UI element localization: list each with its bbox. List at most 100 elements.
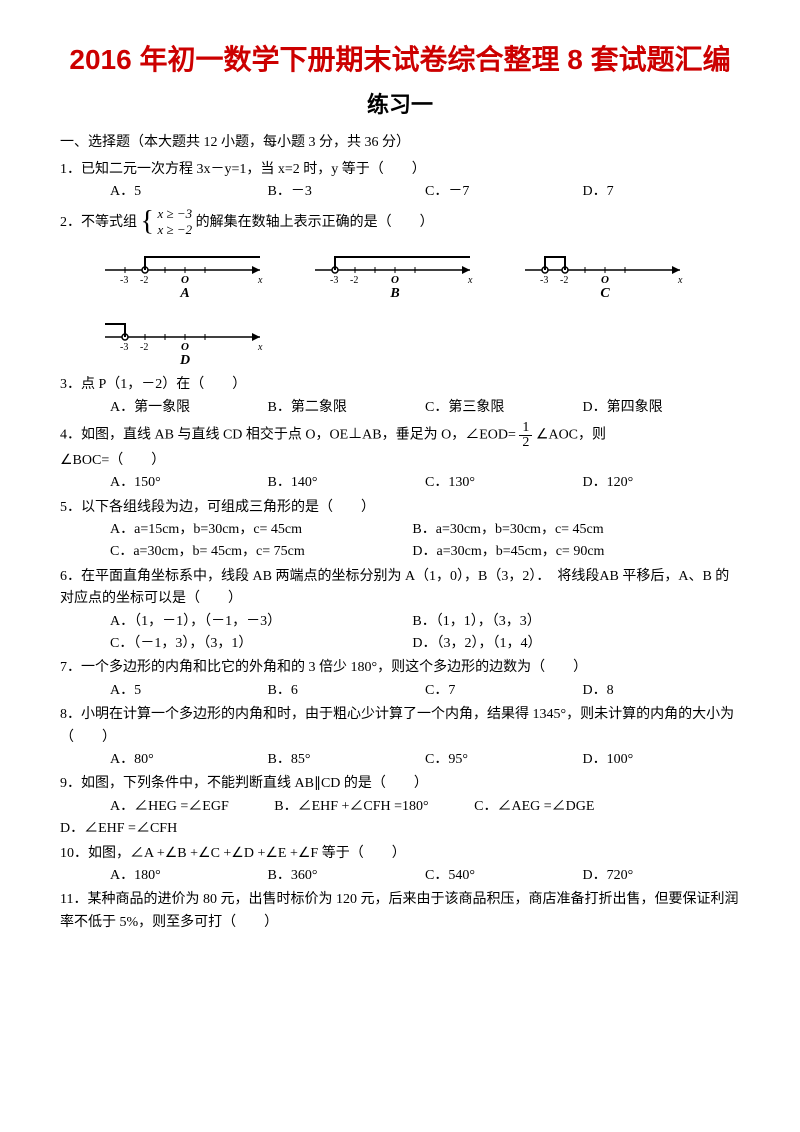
q4-options: A．150° B．140° C．130° D．120° [60, 472, 740, 494]
q10-opt-d: D．720° [583, 865, 741, 887]
q5-options: A．a=15cm，b=30cm，c= 45cm B．a=30cm，b=30cm，… [60, 519, 740, 564]
q1-text: 1．已知二元一次方程 3x－y=1，当 x=2 时，y 等于（ ） [60, 159, 740, 181]
main-title: 2016 年初一数学下册期末试卷综合整理 8 套试题汇编 [60, 40, 740, 79]
fraction-icon: 1 2 [519, 421, 532, 450]
q2-prefix: 2．不等式组 [60, 215, 137, 230]
numberline-c: -3 -2 O x C [520, 245, 690, 305]
q7-options: A．5 B．6 C．7 D．8 [60, 680, 740, 702]
q7-opt-a: A．5 [110, 680, 268, 702]
q6-text: 6．在平面直角坐标系中，线段 AB 两端点的坐标分别为 A（1，0），B（3，2… [60, 566, 740, 611]
q8-options: A．80° B．85° C．95° D．100° [60, 749, 740, 771]
q3-options: A．第一象限 B．第二象限 C．第三象限 D．第四象限 [60, 397, 740, 419]
q8-opt-b: B．85° [268, 749, 426, 771]
q9-opt-d: D．∠EHF =∠CFH [60, 818, 740, 840]
section-heading: 一、选择题（本大题共 12 小题，每小题 3 分，共 36 分） [60, 132, 740, 154]
label-c: C [520, 283, 690, 305]
q7-opt-b: B．6 [268, 680, 426, 702]
q10-opt-a: A．180° [110, 865, 268, 887]
q3-opt-d: D．第四象限 [583, 397, 741, 419]
svg-text:O: O [181, 341, 189, 352]
q4-opt-a: A．150° [110, 472, 268, 494]
q5-opt-d: D．a=30cm，b=45cm，c= 90cm [412, 541, 714, 563]
frac-den: 2 [519, 436, 532, 450]
numberline-d: -3 -2 O x D [100, 312, 270, 372]
q5-opt-c: C．a=30cm，b= 45cm，c= 75cm [110, 541, 412, 563]
question-9: 9．如图，下列条件中，不能判断直线 AB∥CD 的是（ ） A．∠HEG =∠E… [60, 773, 740, 840]
q5-opt-a: A．a=15cm，b=30cm，c= 45cm [110, 519, 412, 541]
question-5: 5．以下各组线段为边，可组成三角形的是（ ） A．a=15cm，b=30cm，c… [60, 497, 740, 564]
q10-opt-c: C．540° [425, 865, 583, 887]
q8-opt-c: C．95° [425, 749, 583, 771]
q3-opt-a: A．第一象限 [110, 397, 268, 419]
q2-system: x ≥ −3 x ≥ −2 [157, 206, 192, 240]
q1-opt-b: B．－3 [268, 181, 426, 203]
label-b: B [310, 283, 480, 305]
q9-text: 9．如图，下列条件中，不能判断直线 AB∥CD 的是（ ） [60, 773, 740, 795]
q10-text: 10．如图，∠A +∠B +∠C +∠D +∠E +∠F 等于（ ） [60, 843, 740, 865]
q5-opt-b: B．a=30cm，b=30cm，c= 45cm [412, 519, 714, 541]
q5-text: 5．以下各组线段为边，可组成三角形的是（ ） [60, 497, 740, 519]
question-4: 4．如图，直线 AB 与直线 CD 相交于点 O，OE⊥AB，垂足为 O，∠EO… [60, 421, 740, 495]
q4-line2: ∠BOC=（ ） [60, 450, 740, 472]
svg-text:-3: -3 [120, 275, 128, 285]
question-1: 1．已知二元一次方程 3x－y=1，当 x=2 时，y 等于（ ） A．5 B．… [60, 159, 740, 204]
q2-numberlines-row2: -3 -2 O x D [100, 312, 740, 372]
q1-opt-c: C．－7 [425, 181, 583, 203]
q2-sys-line2: x ≥ −2 [157, 222, 192, 237]
svg-text:-2: -2 [350, 275, 358, 285]
svg-text:-3: -3 [330, 275, 338, 285]
svg-text:x: x [257, 342, 263, 352]
numberline-a: -3 -2 O x A [100, 245, 270, 305]
q1-opt-a: A．5 [110, 181, 268, 203]
svg-text:-2: -2 [140, 342, 148, 352]
svg-text:x: x [257, 275, 263, 285]
svg-text:-2: -2 [560, 275, 568, 285]
q4-opt-c: C．130° [425, 472, 583, 494]
q4-opt-b: B．140° [268, 472, 426, 494]
q1-opt-d: D．7 [583, 181, 741, 203]
q6-opt-a: A．（1，－1），（－1，－3） [110, 611, 412, 633]
q8-text: 8．小明在计算一个多边形的内角和时，由于粗心少计算了一个内角，结果得 1345°… [60, 704, 740, 749]
label-a: A [100, 283, 270, 305]
svg-text:x: x [467, 275, 473, 285]
svg-text:O: O [181, 274, 189, 285]
q3-opt-c: C．第三象限 [425, 397, 583, 419]
q9-opt-c: C．∠AEG =∠DGE [474, 799, 594, 814]
frac-num: 1 [519, 421, 532, 436]
q11-text: 11．某种商品的进价为 80 元，出售时标价为 120 元，后来由于该商品积压，… [60, 889, 740, 934]
svg-text:O: O [391, 274, 399, 285]
question-7: 7．一个多边形的内角和比它的外角和的 3 倍少 180°，则这个多边形的边数为（… [60, 657, 740, 702]
q6-opt-d: D．（3，2），（1，4） [412, 633, 714, 655]
label-d: D [100, 350, 270, 372]
q4-prefix: 4．如图，直线 AB 与直线 CD 相交于点 O，OE⊥AB，垂足为 O，∠EO… [60, 428, 516, 443]
q10-opt-b: B．360° [268, 865, 426, 887]
q8-opt-d: D．100° [583, 749, 741, 771]
q6-opt-b: B．（1，1），（3，3） [412, 611, 714, 633]
q2-suffix: 的解集在数轴上表示正确的是（ ） [196, 215, 434, 230]
q6-options: A．（1，－1），（－1，－3） B．（1，1），（3，3） C．（－1，3），… [60, 611, 740, 656]
question-2: 2．不等式组 { x ≥ −3 x ≥ −2 的解集在数轴上表示正确的是（ ） … [60, 206, 740, 373]
q9-opt-a: A．∠HEG =∠EGF [110, 799, 229, 814]
q7-text: 7．一个多边形的内角和比它的外角和的 3 倍少 180°，则这个多边形的边数为（… [60, 657, 740, 679]
q4-suffix: ∠AOC，则 [536, 428, 606, 443]
svg-text:x: x [677, 275, 683, 285]
q3-text: 3．点 P（1，－2）在（ ） [60, 374, 740, 396]
question-3: 3．点 P（1，－2）在（ ） A．第一象限 B．第二象限 C．第三象限 D．第… [60, 374, 740, 419]
svg-text:-3: -3 [120, 342, 128, 352]
question-8: 8．小明在计算一个多边形的内角和时，由于粗心少计算了一个内角，结果得 1345°… [60, 704, 740, 771]
brace-icon: { [141, 208, 154, 236]
q7-opt-d: D．8 [583, 680, 741, 702]
numberline-b: -3 -2 O x B [310, 245, 480, 305]
subtitle: 练习一 [60, 87, 740, 122]
q4-opt-d: D．120° [583, 472, 741, 494]
q10-options: A．180° B．360° C．540° D．720° [60, 865, 740, 887]
q9-options: A．∠HEG =∠EGF B．∠EHF +∠CFH =180° C．∠AEG =… [60, 796, 740, 818]
q2-numberlines-row1: -3 -2 O x A - [100, 245, 740, 305]
q7-opt-c: C．7 [425, 680, 583, 702]
q3-opt-b: B．第二象限 [268, 397, 426, 419]
svg-text:O: O [601, 274, 609, 285]
q6-opt-c: C．（－1，3），（3，1） [110, 633, 412, 655]
question-10: 10．如图，∠A +∠B +∠C +∠D +∠E +∠F 等于（ ） A．180… [60, 843, 740, 888]
svg-text:-3: -3 [540, 275, 548, 285]
q8-opt-a: A．80° [110, 749, 268, 771]
